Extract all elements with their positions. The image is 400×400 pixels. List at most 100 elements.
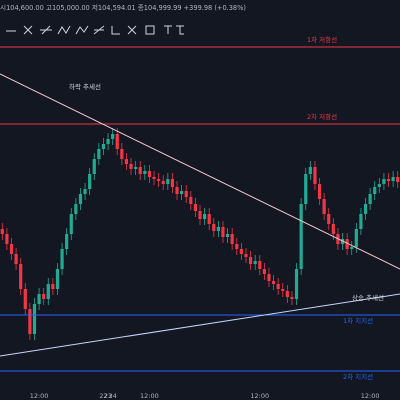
candle-body — [258, 261, 262, 269]
candle-body — [202, 214, 207, 219]
candle-body — [235, 244, 239, 249]
horizontal-line-label: 2차 지지선 — [343, 372, 373, 381]
candle-body — [377, 184, 381, 187]
candle-body — [290, 297, 294, 299]
candle-body — [221, 227, 225, 237]
tool-icon[interactable] — [176, 25, 184, 35]
candle-body — [147, 171, 152, 177]
candle-body — [60, 249, 64, 269]
candle-body — [281, 289, 285, 291]
candle-body — [382, 179, 386, 184]
candle-body — [373, 187, 377, 194]
tool-icon[interactable] — [40, 25, 52, 35]
x-tick-label: 12:00 — [250, 392, 269, 400]
candle-body — [189, 197, 193, 204]
horizontal-line-label: 2차 저항선 — [307, 112, 337, 121]
candle-body — [55, 269, 60, 289]
trend-line-label: 하락 추세선 — [69, 82, 101, 91]
tool-icon[interactable] — [23, 25, 33, 35]
candle-body — [184, 191, 188, 197]
candle-body — [120, 149, 124, 159]
candle-body — [161, 181, 165, 184]
candle-body — [175, 187, 179, 194]
candle-body — [14, 254, 18, 264]
candle-body — [88, 174, 92, 189]
candle-body — [106, 139, 110, 144]
trend-line — [0, 73, 400, 270]
candle-body — [32, 304, 37, 334]
candle-body — [65, 234, 69, 249]
candle-body — [134, 167, 138, 169]
candle-body — [138, 167, 142, 174]
candle-body — [317, 184, 322, 199]
x-tick-label: 12:00 — [361, 392, 380, 400]
candle-body — [271, 281, 276, 284]
candle-body — [391, 177, 395, 181]
candle-body — [0, 229, 4, 234]
candle-body — [51, 284, 55, 289]
candle-body — [46, 284, 50, 299]
candle-body — [331, 224, 335, 234]
tool-icon[interactable] — [164, 25, 172, 34]
x-tick-label: 12:00 — [140, 392, 159, 400]
horizontal-line-label: 1차 지지선 — [343, 316, 373, 325]
ohlc-header: 시104,600.00 고105,000.00 저104,594.01 종104… — [0, 3, 246, 12]
candle-body — [143, 171, 147, 174]
candle-body — [83, 189, 87, 194]
candle-body — [354, 229, 358, 247]
candle-body — [327, 214, 331, 224]
candle-body — [248, 257, 253, 264]
candle-body — [359, 214, 363, 229]
tool-icon[interactable] — [127, 25, 137, 35]
candle-body — [299, 204, 303, 269]
candle-body — [308, 167, 312, 174]
candle-body — [101, 144, 106, 149]
candle-body — [28, 309, 32, 334]
tool-icon[interactable] — [75, 25, 89, 35]
candle-body — [267, 274, 271, 281]
x-tick-label: 24 — [109, 392, 117, 400]
candle-body — [313, 167, 317, 184]
x-tick-label: 22 — [99, 392, 107, 400]
candle-body — [276, 284, 280, 289]
candle-body — [78, 194, 83, 204]
candle-body — [166, 179, 170, 184]
toolbar — [6, 25, 184, 35]
candle-body — [386, 179, 391, 181]
candle-body — [350, 247, 354, 249]
candle-body — [239, 249, 243, 254]
trend-line — [0, 293, 400, 357]
candle-body — [262, 269, 266, 274]
tool-icon[interactable] — [145, 25, 155, 35]
tool-icon[interactable] — [57, 25, 71, 35]
tool-icon[interactable] — [111, 26, 120, 35]
candle-body — [230, 234, 234, 244]
candle-body — [124, 159, 129, 164]
horizontal-line-label: 1차 저항선 — [307, 35, 337, 44]
candle-body — [170, 179, 175, 187]
candle-body — [92, 159, 96, 174]
candle-body — [285, 291, 289, 297]
candle-body — [97, 149, 101, 159]
tool-icon[interactable] — [93, 25, 105, 35]
candle-body — [42, 294, 46, 299]
candle-body — [212, 224, 216, 231]
candle-body — [129, 164, 133, 169]
candle-body — [180, 191, 184, 194]
candle-body — [368, 194, 372, 204]
candle-body — [253, 261, 257, 264]
candle-body — [74, 204, 78, 214]
candle-body — [363, 204, 368, 214]
candle-body — [115, 134, 119, 149]
candle-body — [157, 179, 161, 181]
candle-body — [322, 199, 326, 214]
candle-body — [23, 289, 27, 309]
trend-line-label: 상승 추세선 — [352, 293, 384, 302]
candle-body — [244, 254, 248, 257]
candle-body — [225, 234, 230, 237]
candle-body — [193, 204, 198, 211]
x-tick-label: 23 — [104, 392, 112, 400]
candle-body — [396, 177, 400, 183]
candle-body — [304, 174, 308, 204]
